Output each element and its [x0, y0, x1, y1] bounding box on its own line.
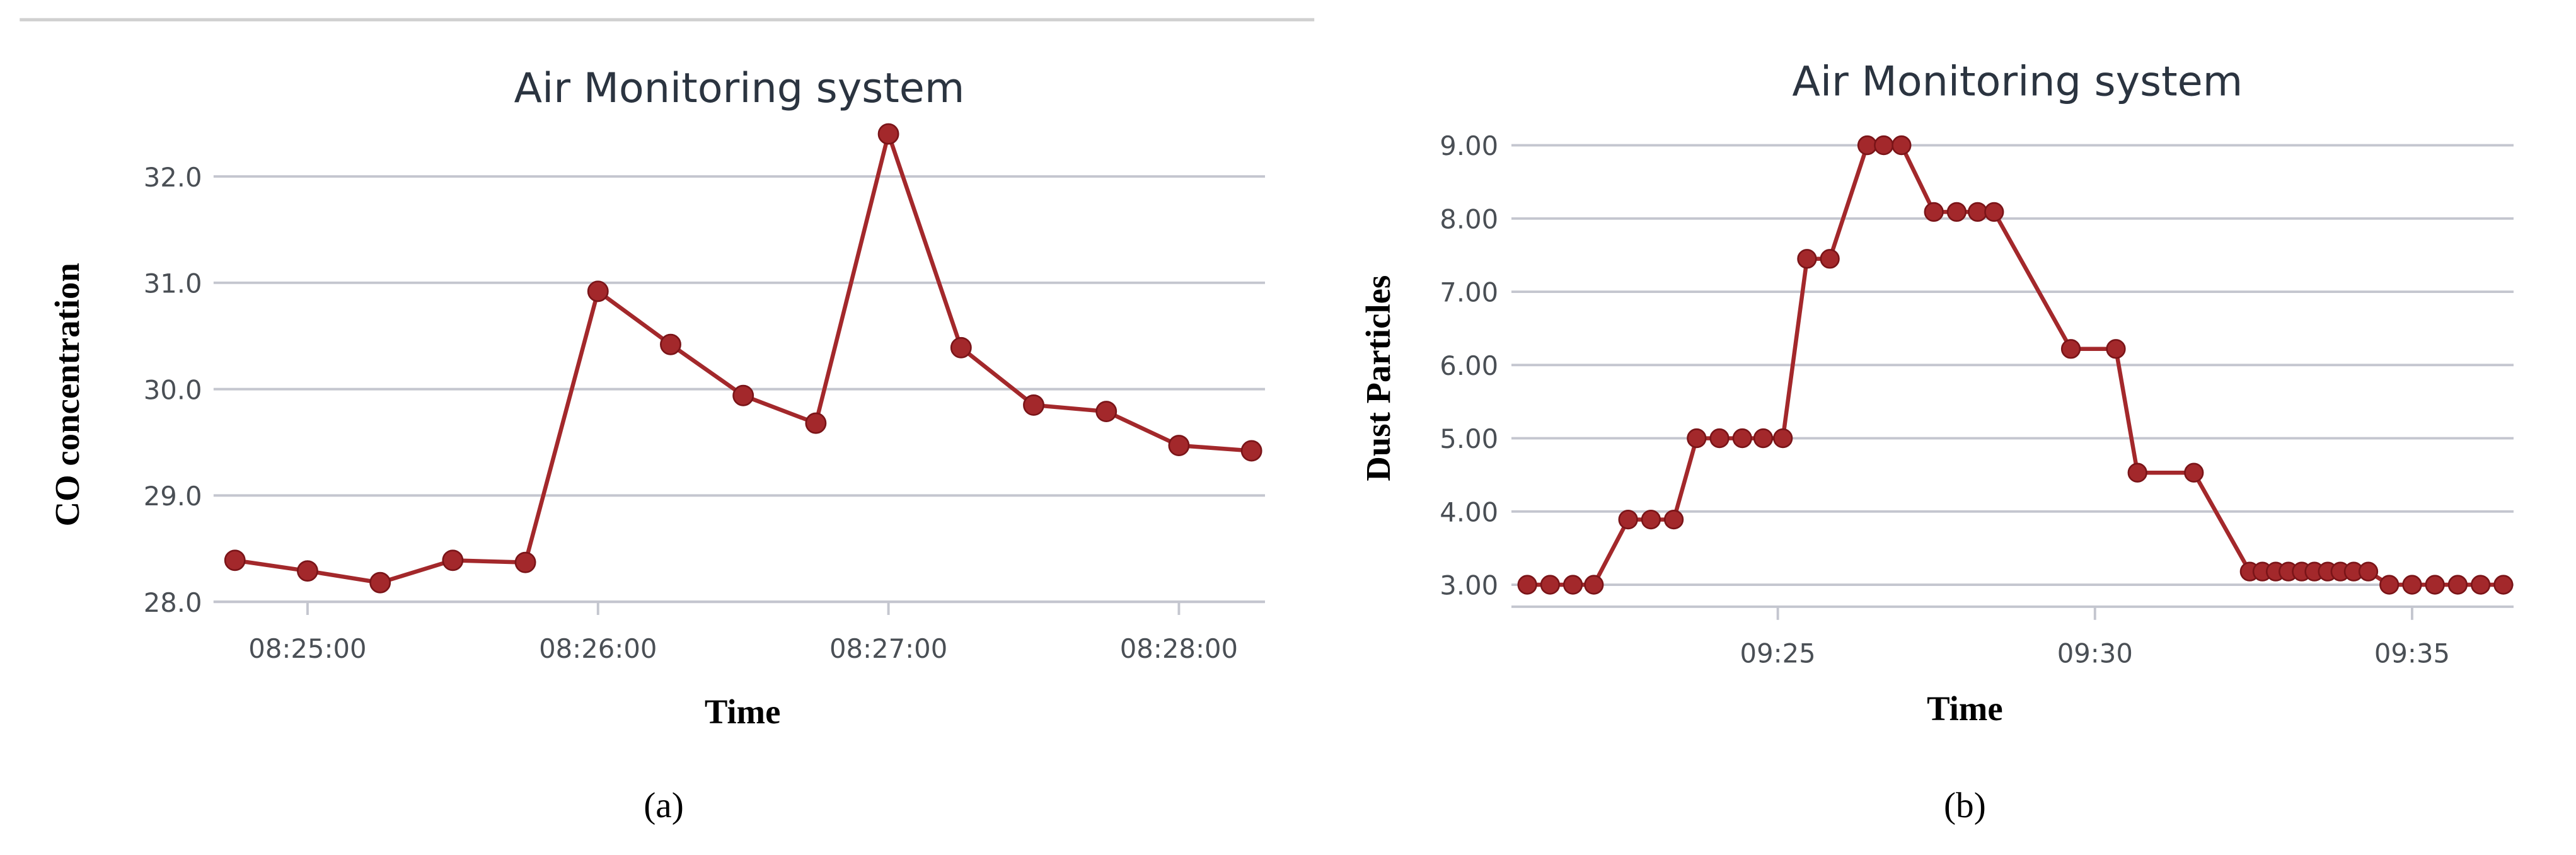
marker — [1924, 202, 1944, 222]
y-tick-label: 9.00 — [1440, 130, 1498, 161]
marker — [2493, 575, 2514, 595]
marker — [2060, 339, 2081, 359]
marker — [2425, 575, 2445, 595]
marker — [442, 549, 464, 571]
x-tick-label: 09:30 — [2057, 638, 2133, 669]
marker — [2106, 339, 2126, 359]
y-tick-label: 3.00 — [1440, 570, 1498, 601]
marker — [1732, 428, 1752, 449]
y-tick-label: 28.0 — [144, 587, 202, 618]
marker — [1946, 202, 1967, 222]
marker — [369, 571, 391, 594]
y-tick-label: 31.0 — [144, 268, 202, 299]
line — [234, 127, 1252, 585]
marker — [1540, 575, 1561, 595]
marker — [877, 123, 899, 145]
x-tick-label: 08:28:00 — [1120, 633, 1238, 664]
marker — [2184, 462, 2204, 483]
marker — [1753, 428, 1774, 449]
marker — [1773, 428, 1793, 449]
marker — [514, 551, 536, 573]
x-axis-title: Time — [705, 692, 781, 731]
y-axis-title: Dust Particles — [1359, 275, 1397, 481]
marker — [1687, 428, 1707, 449]
marker — [224, 549, 246, 571]
marker — [1892, 135, 1912, 156]
y-tick-label: 8.00 — [1440, 204, 1498, 234]
marker — [1797, 249, 1817, 269]
marker — [1984, 202, 2004, 222]
marker — [732, 384, 754, 406]
marker — [587, 280, 609, 302]
marker — [1240, 440, 1262, 462]
marker — [2358, 561, 2379, 582]
marker — [1517, 575, 1537, 595]
chart-title: Air Monitoring system — [514, 64, 965, 112]
y-tick-label: 32.0 — [144, 162, 202, 193]
marker — [2447, 575, 2468, 595]
marker — [1641, 509, 1661, 530]
marker — [2402, 575, 2422, 595]
x-tick-label: 09:35 — [2374, 638, 2450, 669]
marker — [296, 560, 318, 582]
marker — [1023, 394, 1044, 416]
x-tick-label: 08:26:00 — [539, 633, 657, 664]
y-tick-label: 4.00 — [1440, 496, 1498, 527]
marker — [805, 412, 827, 434]
y-axis-title: CO concentration — [48, 263, 86, 526]
y-tick-label: 30.0 — [144, 374, 202, 405]
marker — [1820, 249, 1840, 269]
y-tick-label: 7.00 — [1440, 277, 1498, 308]
marker — [2127, 462, 2147, 483]
x-tick-label: 08:25:00 — [248, 633, 366, 664]
marker — [1584, 575, 1604, 595]
y-tick-label: 6.00 — [1440, 350, 1498, 381]
marker — [1618, 509, 1638, 530]
marker — [950, 336, 972, 359]
x-axis-title: Time — [1927, 689, 2003, 728]
caption: (a) — [644, 786, 684, 825]
marker — [1709, 428, 1730, 449]
y-tick-label: 5.00 — [1440, 423, 1498, 454]
marker — [1967, 202, 1988, 222]
marker — [1562, 575, 1583, 595]
marker — [2470, 575, 2491, 595]
chart-title: Air Monitoring system — [1792, 57, 2243, 105]
y-tick-label: 29.0 — [144, 481, 202, 512]
marker — [1168, 435, 1190, 457]
marker — [1663, 509, 1684, 530]
marker — [660, 333, 681, 355]
caption: (b) — [1944, 786, 1986, 825]
x-tick-label: 09:25 — [1740, 638, 1816, 669]
x-tick-label: 08:27:00 — [829, 633, 947, 664]
marker — [1857, 135, 1878, 156]
marker — [2379, 575, 2400, 595]
marker — [1874, 135, 1894, 156]
marker — [1095, 401, 1118, 423]
